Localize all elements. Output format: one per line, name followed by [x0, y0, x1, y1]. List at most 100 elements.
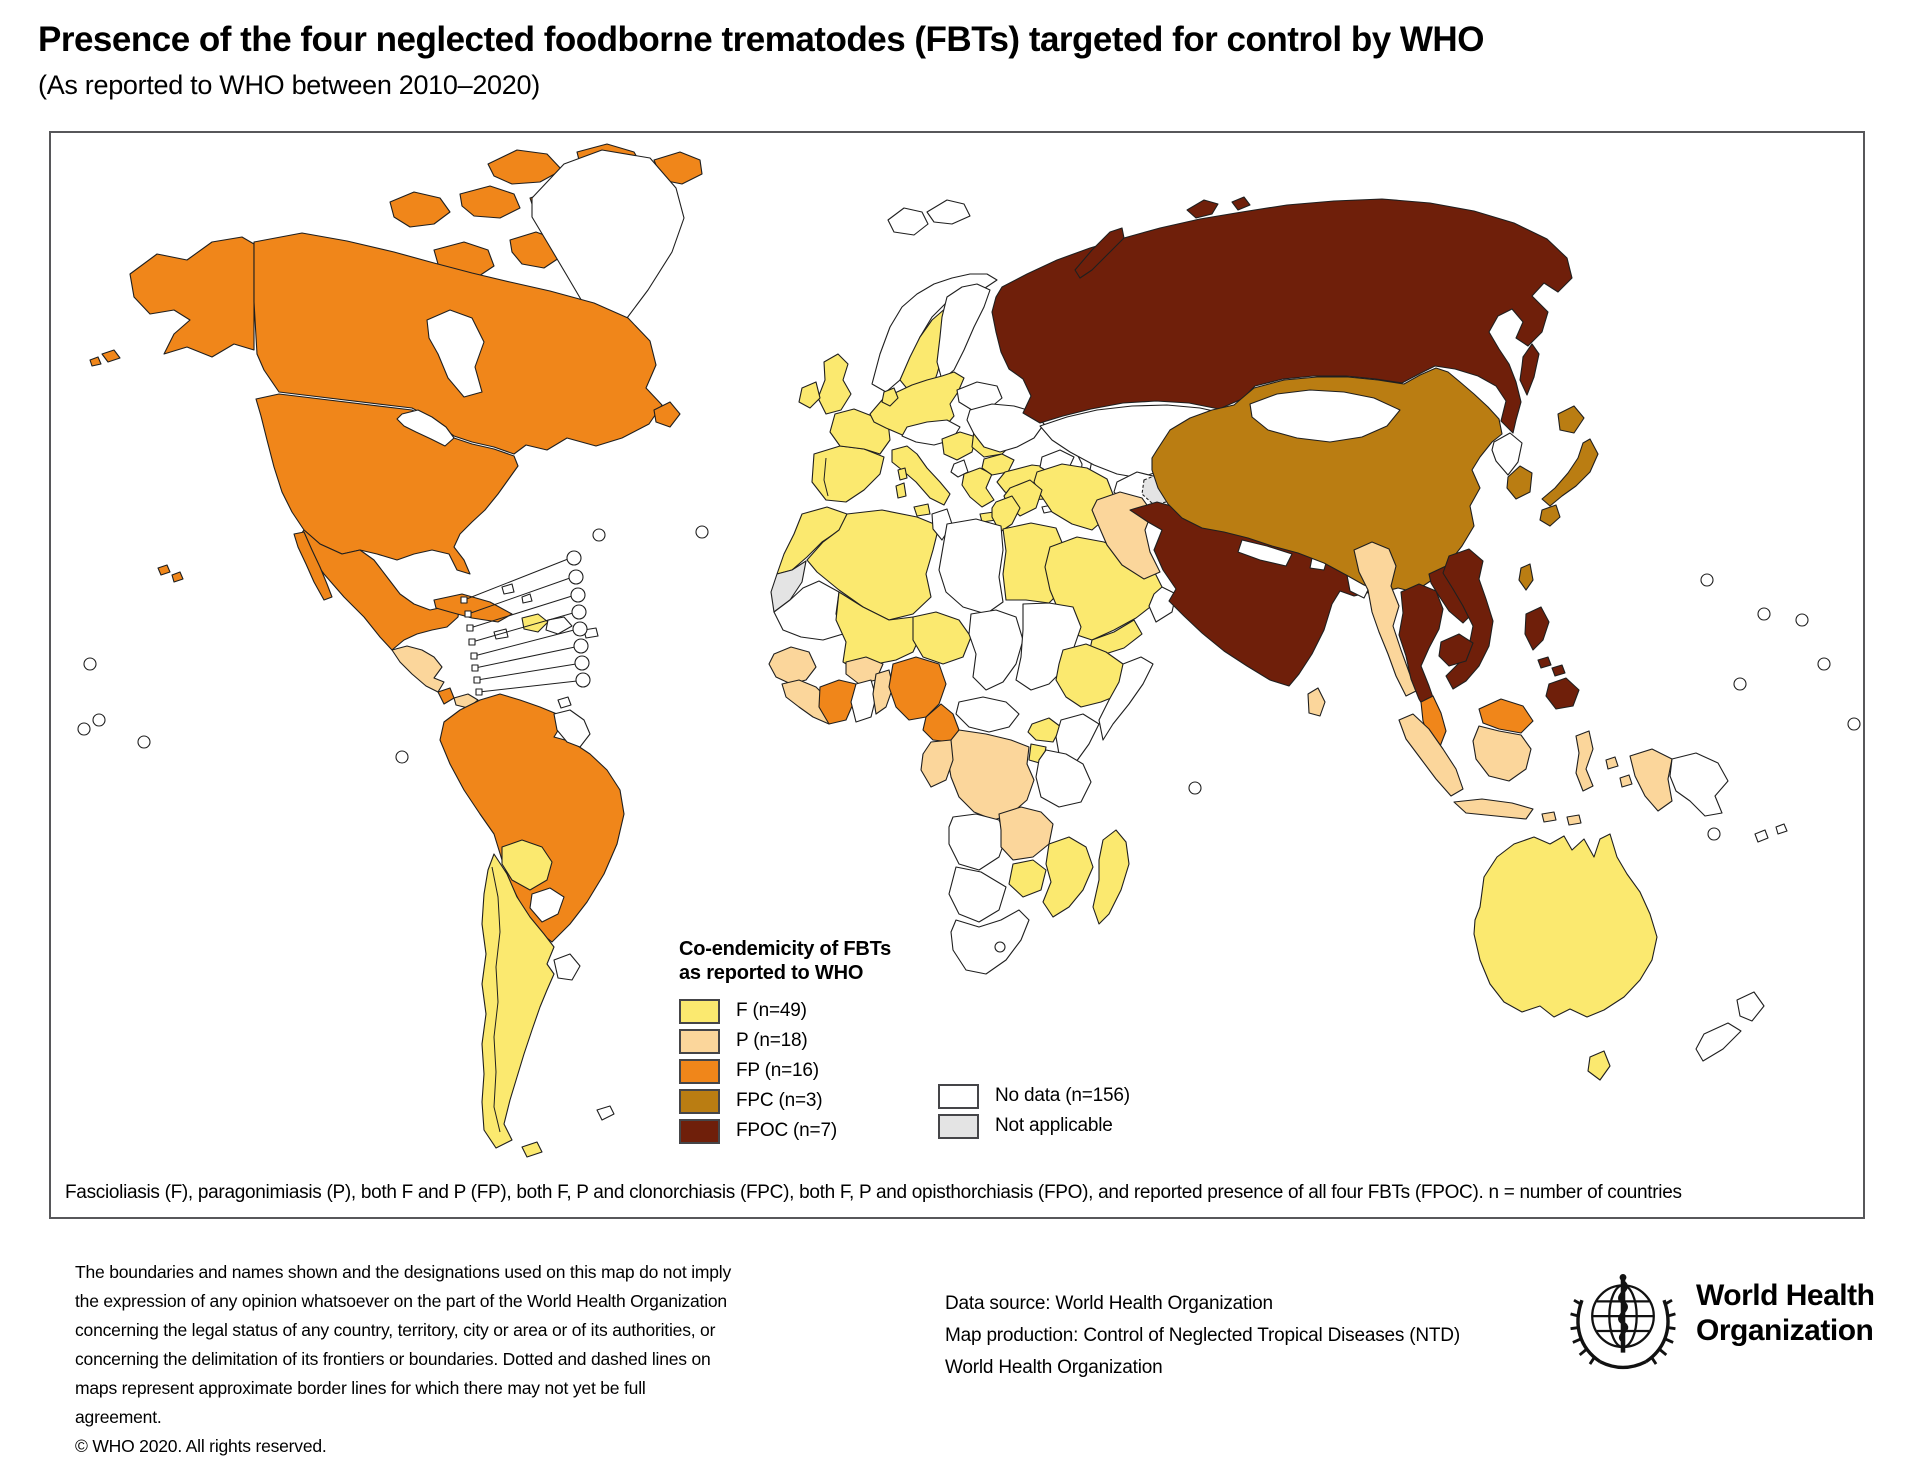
page-title: Presence of the four neglected foodborne… — [38, 20, 1484, 59]
hawaii — [157, 564, 184, 583]
sumatra — [1398, 713, 1464, 797]
country-philippines — [1524, 606, 1580, 710]
legend-swatch-nodata — [938, 1083, 979, 1109]
legend-title-line2: as reported to WHO — [679, 962, 864, 984]
country-ireland — [798, 381, 821, 409]
country-morocco — [776, 506, 848, 575]
country-finland — [936, 283, 991, 381]
pacific-fiji — [1754, 823, 1788, 843]
moluccas — [1605, 756, 1633, 788]
falkland-islands — [596, 1105, 615, 1121]
small-island-circles — [77, 525, 1861, 841]
country-costa-rica — [437, 687, 455, 705]
tasmania — [1587, 1050, 1611, 1081]
country-greenland — [531, 149, 685, 335]
legend-title-line1: Co-endemicity of FBTs — [679, 938, 892, 960]
country-dominican-republic — [545, 616, 573, 635]
legend-swatch-notapplicable — [938, 1113, 979, 1139]
who-logo: World Health Organization — [1566, 1266, 1875, 1380]
legend-swatch-fp — [679, 1058, 720, 1084]
country-spain-portugal — [811, 445, 885, 503]
country-chad — [968, 609, 1024, 691]
country-zimbabwe — [1008, 859, 1047, 898]
legend-label-p: P (n=18) — [736, 1030, 808, 1051]
novaya-zemlya — [1074, 227, 1125, 279]
country-belarus — [956, 381, 1003, 411]
lesser-sunda-islands — [1541, 811, 1582, 826]
country-zambia — [998, 806, 1054, 861]
botswana-namibia — [948, 866, 1007, 923]
papua-indonesia — [1629, 748, 1673, 812]
central-african-republic — [955, 696, 1020, 733]
country-mozambique-malawi — [1042, 836, 1094, 918]
who-logo-text-line2: Organization — [1696, 1314, 1874, 1347]
sicily — [913, 503, 931, 517]
country-ghana — [850, 679, 877, 723]
country-uruguay — [553, 953, 581, 981]
page-subtitle: (As reported to WHO between 2010–2020) — [38, 70, 540, 100]
who-logo-text-line1: World Health — [1696, 1279, 1875, 1312]
legend-label-fpc: FPC (n=3) — [736, 1090, 823, 1111]
country-mauritania — [773, 580, 844, 641]
country-japan — [1539, 405, 1599, 527]
country-cambodia — [1438, 633, 1474, 667]
java — [1453, 798, 1534, 820]
country-newfoundland — [653, 401, 681, 428]
country-mali — [835, 591, 922, 671]
legend-item-f: F (n=49) — [679, 996, 891, 1026]
aleutian-islands — [89, 349, 121, 367]
legend-label-nodata: No data (n=156) — [995, 1085, 1130, 1106]
country-alaska-usa — [129, 236, 255, 358]
country-kenya — [1055, 713, 1100, 763]
country-paraguay — [529, 887, 565, 923]
legend-label-fp: FP (n=16) — [736, 1060, 819, 1081]
caribbean-leader-lines — [460, 550, 591, 696]
new-zealand-south — [1695, 1022, 1742, 1062]
legend-swatch-fpc — [679, 1088, 720, 1114]
south-america-orange-block — [439, 693, 625, 943]
country-senegal — [768, 646, 817, 685]
corsica — [897, 467, 908, 481]
country-vietnam — [1442, 548, 1494, 690]
legend-item-nodata: No data (n=156) — [938, 1081, 1130, 1111]
data-source-block: Data source: World Health Organization M… — [945, 1293, 1460, 1378]
kalimantan — [1472, 725, 1532, 782]
legend-item-fpc: FPC (n=3) — [679, 1086, 891, 1116]
country-tanzania — [1035, 749, 1092, 808]
country-uganda — [1027, 717, 1062, 743]
country-trinidad — [557, 696, 572, 709]
country-mongolia — [1249, 389, 1401, 443]
severnaya-zemlya — [1186, 196, 1251, 219]
country-puerto-rico — [583, 627, 599, 639]
country-greece — [961, 467, 995, 508]
sulawesi — [1575, 730, 1594, 792]
country-iceland — [887, 207, 929, 236]
baja-california — [293, 531, 333, 601]
country-albania — [950, 459, 969, 478]
legend-nodata: No data (n=156) Not applicable — [938, 1081, 1130, 1141]
central-america — [391, 645, 445, 693]
country-australia — [1473, 833, 1658, 1018]
country-sudan — [1015, 602, 1082, 691]
great-lakes — [396, 409, 455, 447]
legend-swatch-fpoc — [679, 1118, 720, 1144]
country-china — [1151, 367, 1503, 593]
legend-item-p: P (n=18) — [679, 1026, 891, 1056]
legend-item-fpoc: FPOC (n=7) — [679, 1116, 891, 1146]
legend-label-notapplicable: Not applicable — [995, 1115, 1113, 1136]
galapagos — [395, 750, 409, 764]
country-north-korea — [1491, 432, 1523, 476]
lesotho — [994, 941, 1006, 953]
legend-item-notapplicable: Not applicable — [938, 1111, 1130, 1141]
sardinia — [895, 482, 907, 499]
country-uk — [817, 353, 852, 415]
who-emblem-icon — [1570, 1273, 1676, 1370]
country-nigeria — [888, 656, 947, 721]
country-italy — [891, 445, 951, 506]
country-bolivia — [501, 839, 553, 891]
western-sahara — [770, 560, 807, 613]
country-nepal — [1237, 539, 1293, 567]
legend-swatch-p — [679, 1028, 720, 1054]
taiwan — [1518, 563, 1534, 591]
country-algeria — [806, 509, 940, 621]
